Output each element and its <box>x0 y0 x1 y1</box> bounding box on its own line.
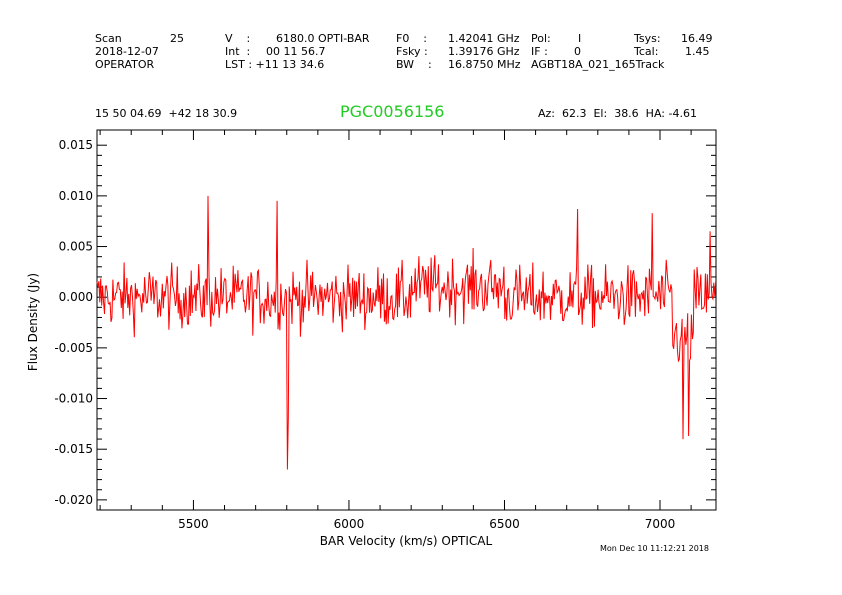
header-field: Int : <box>225 45 251 58</box>
y-tick-label: -0.015 <box>54 442 93 456</box>
y-tick-label: -0.020 <box>54 493 93 507</box>
y-tick-label: -0.005 <box>54 341 93 355</box>
header-field: 25 <box>170 32 184 45</box>
header-field: 16.49 <box>681 32 713 45</box>
header-field: F0 : <box>396 32 428 45</box>
header-field: Scan <box>95 32 122 45</box>
header-field: 1.39176 GHz <box>448 45 520 58</box>
y-tick-label: 0.015 <box>59 138 93 152</box>
x-tick-label: 6500 <box>489 517 520 531</box>
plot-timestamp: Mon Dec 10 11:12:21 2018 <box>600 544 709 553</box>
header-field: AGBT18A_021_165Track <box>531 58 665 71</box>
plot-frame <box>96 129 717 511</box>
y-tick-label: -0.010 <box>54 392 93 406</box>
y-tick-label: 0.005 <box>59 240 93 254</box>
header-field: 16.8750 MHz <box>448 58 521 71</box>
header-field: 2018-12-07 <box>95 45 159 58</box>
source-coordinates: 15 50 04.69 +42 18 30.9 <box>95 107 238 120</box>
header-field: Tcal: <box>634 45 659 58</box>
axis-ticks: 5500 6000 6500 7000 0.015 0.010 0.005 0.000 -0.0… <box>54 130 716 531</box>
x-tick-label: 5500 <box>178 517 209 531</box>
x-axis-label: BAR Velocity (km/s) OPTICAL <box>320 534 493 548</box>
header-field: LST : +11 13 34.6 <box>225 58 325 71</box>
header-field: BW : <box>396 58 432 71</box>
header-field: 00 11 56.7 <box>266 45 326 58</box>
header-field: IF : <box>531 45 548 58</box>
header-field: I <box>578 32 582 45</box>
y-tick-label: 0.010 <box>59 189 93 203</box>
header-field: V : <box>225 32 251 45</box>
header-field: 0 <box>574 45 581 58</box>
x-tick-label: 7000 <box>645 517 676 531</box>
spectrum-line <box>96 195 717 470</box>
header-field: Pol: <box>531 32 551 45</box>
chart-title: PGC0056156 <box>340 102 445 121</box>
az-el-ha: Az: 62.3 El: 38.6 HA: -4.61 <box>538 107 697 120</box>
header-field: 1.45 <box>685 45 710 58</box>
x-tick-label: 6000 <box>334 517 365 531</box>
y-axis-label: Flux Density (Jy) <box>26 273 40 371</box>
header-field: OPERATOR <box>95 58 155 71</box>
header-field: Fsky : <box>396 45 428 58</box>
header-field: 1.42041 GHz <box>448 32 520 45</box>
header-field: Tsys: <box>634 32 661 45</box>
y-tick-label: 0.000 <box>59 290 93 304</box>
header-field: 6180.0 OPTI-BAR <box>276 32 370 45</box>
